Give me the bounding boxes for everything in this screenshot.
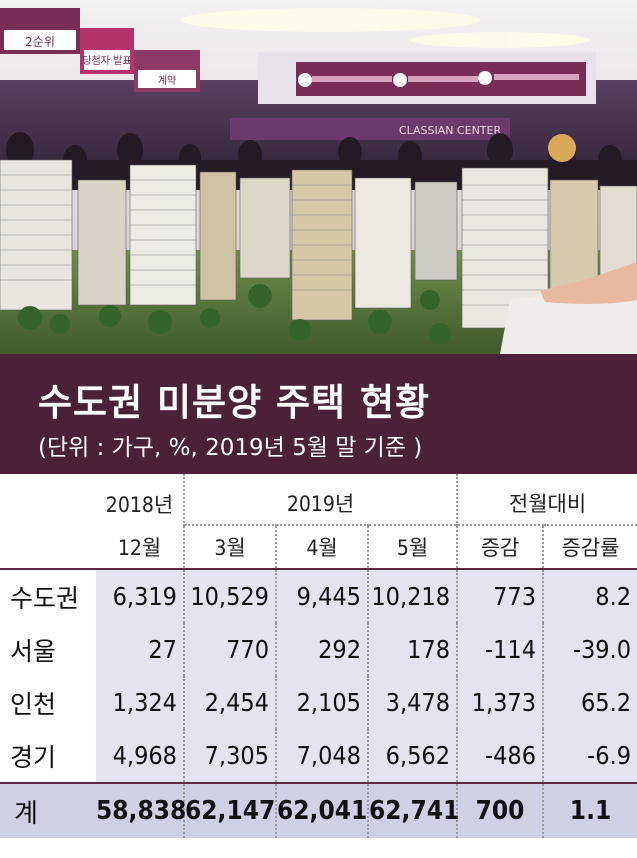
table-row: 서울 27 770 292 178 -114 -39.0 <box>0 623 637 676</box>
sign-text-1: 2순위 <box>25 35 55 49</box>
hanging-sign: 2순위 당첨자 발표 계약 <box>0 8 200 92</box>
header-corner <box>0 474 96 525</box>
center-sign-text: CLASSIAN CENTER <box>399 124 502 137</box>
row-label: 인천 <box>0 676 96 729</box>
table-cell: 292 <box>275 623 368 676</box>
table-cell: -486 <box>456 729 544 783</box>
header-year-2019: 2019년 <box>182 474 458 525</box>
title-band: 수도권 미분양 주택 현황 (단위 : 가구, %, 2019년 5월 말 기준… <box>0 354 637 474</box>
header-month-4: 4월 <box>275 524 368 569</box>
table-cell: 3,478 <box>366 676 458 729</box>
row-label: 서울 <box>0 623 96 676</box>
table-cell: 7,048 <box>275 729 368 783</box>
total-cell: 62,147 <box>183 783 276 838</box>
table-cell: 9,445 <box>275 568 368 623</box>
header-month-3: 3월 <box>183 524 276 569</box>
total-label: 계 <box>0 783 96 838</box>
table-cell: 65.2 <box>542 676 637 729</box>
table-cell: 10,218 <box>366 568 458 623</box>
sign-text-3: 계약 <box>158 75 176 87</box>
table-cell: 10,529 <box>183 568 276 623</box>
table-cell: 1,324 <box>96 676 184 729</box>
row-label: 경기 <box>0 729 96 783</box>
table-row: 경기 4,968 7,305 7,048 6,562 -486 -6.9 <box>0 729 637 783</box>
header-row-1: 2018년 2019년 전월대비 <box>0 474 637 525</box>
table-cell: 7,305 <box>183 729 276 783</box>
table-cell: 4,968 <box>96 729 184 783</box>
total-cell: 700 <box>456 783 544 838</box>
total-cell: 62,041 <box>275 783 368 838</box>
table-row: 수도권 6,319 10,529 9,445 10,218 773 8.2 <box>0 568 637 623</box>
table-cell: 773 <box>456 568 544 623</box>
housing-model-photo: 2순위 당첨자 발표 계약 CLASSIAN CENTER <box>0 0 637 354</box>
header-month-5: 5월 <box>366 524 458 569</box>
chart-title: 수도권 미분양 주택 현황 <box>38 381 431 424</box>
header-row-2: 12월 3월 4월 5월 증감 증감률 <box>0 524 637 569</box>
header-month-12: 12월 <box>117 535 162 560</box>
table-cell: 6,562 <box>366 729 458 783</box>
row-label: 수도권 <box>0 568 96 623</box>
banner <box>258 52 596 104</box>
table-cell: -6.9 <box>542 729 637 783</box>
sign-text-2: 당첨자 발표 <box>82 55 131 67</box>
table-cell: 770 <box>183 623 276 676</box>
chart-subtitle: (단위 : 가구, %, 2019년 5월 말 기준 ) <box>38 435 423 461</box>
data-table: 2018년 2019년 전월대비 12월 3월 4월 5월 증감 증감률 수도권… <box>0 474 637 838</box>
table-cell: -114 <box>456 623 544 676</box>
header-prev-month: 전월대비 <box>456 474 637 525</box>
total-cell: 58,838 <box>96 783 186 838</box>
header-corner-2 <box>0 525 96 569</box>
header-year-2018: 2018년 <box>105 492 174 517</box>
total-row: 계 58,838 62,147 62,041 62,741 700 1.1 <box>0 783 637 838</box>
table-cell: -39.0 <box>542 623 637 676</box>
table-cell: 1,373 <box>456 676 544 729</box>
table-cell: 6,319 <box>96 568 184 623</box>
data-table-area: 2018년 2019년 전월대비 12월 3월 4월 5월 증감 증감률 수도권… <box>0 474 637 858</box>
table-cell: 8.2 <box>542 568 637 623</box>
total-cell: 1.1 <box>542 783 637 838</box>
table-cell: 2,454 <box>183 676 276 729</box>
header-change-rate: 증감률 <box>542 524 637 569</box>
table-cell: 27 <box>96 623 184 676</box>
table-row: 인천 1,324 2,454 2,105 3,478 1,373 65.2 <box>0 676 637 729</box>
header-change: 증감 <box>456 524 544 569</box>
total-cell: 62,741 <box>366 783 459 838</box>
table-cell: 2,105 <box>275 676 368 729</box>
table-cell: 178 <box>366 623 458 676</box>
